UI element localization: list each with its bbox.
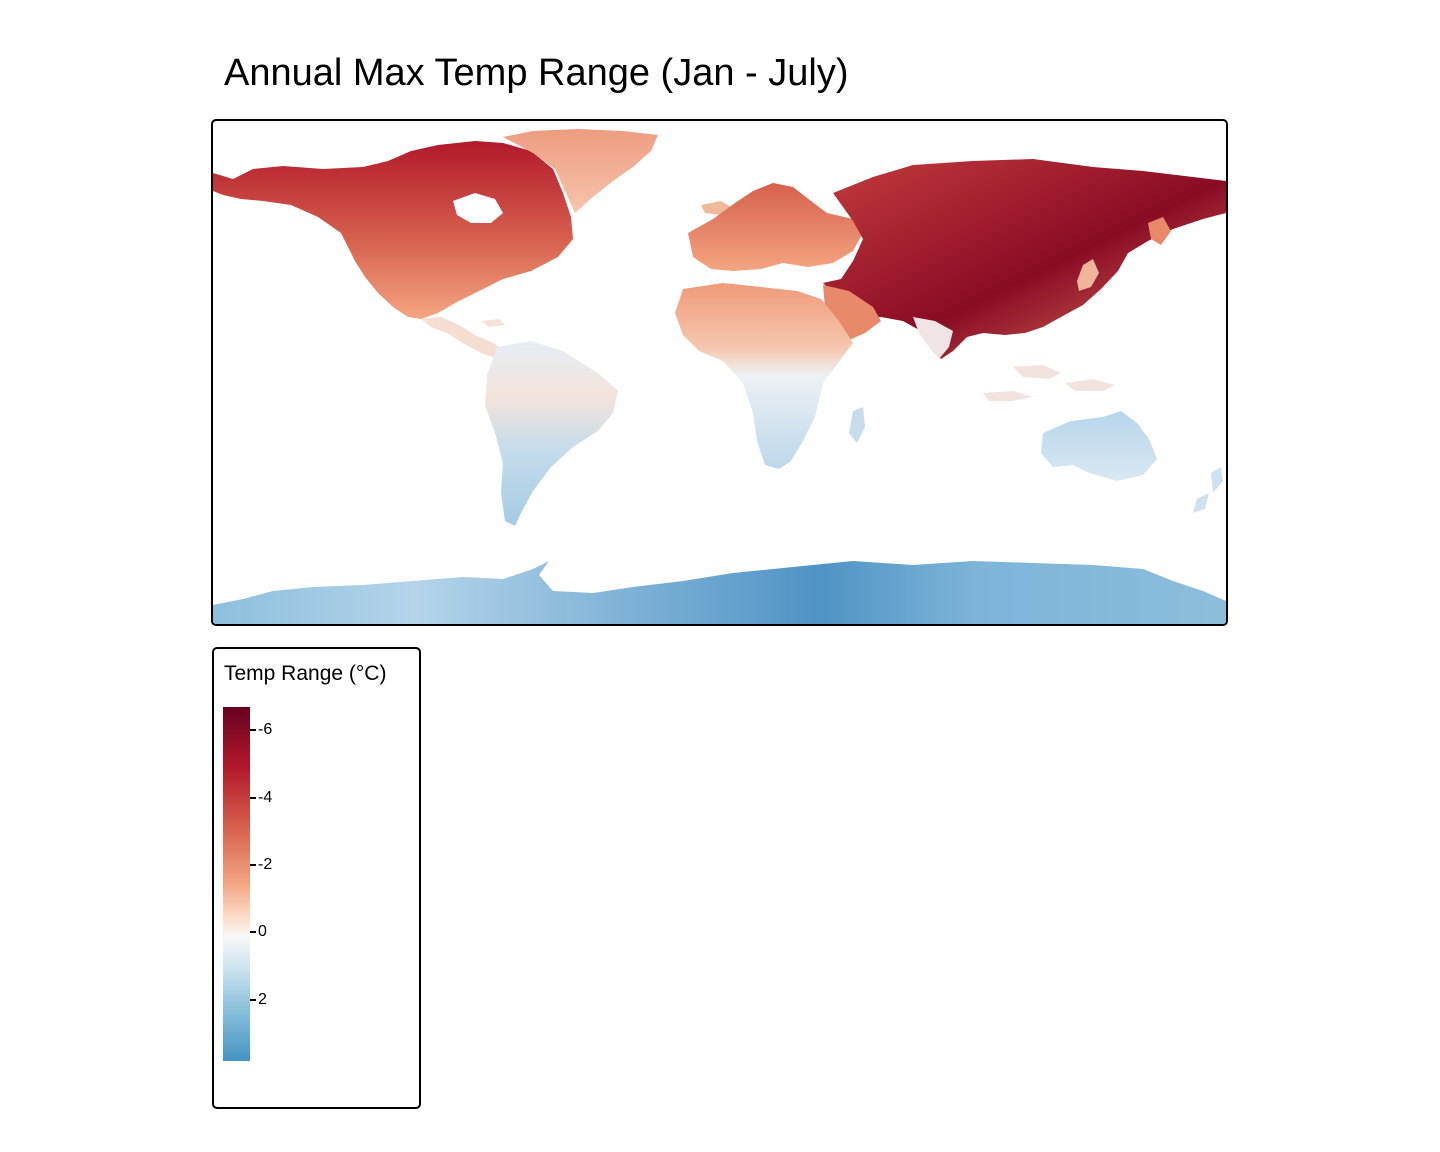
world-map xyxy=(213,129,1226,624)
landmass-south-america xyxy=(485,341,618,526)
landmass-japan xyxy=(1077,259,1099,291)
water-hudson-bay xyxy=(453,193,503,223)
legend-tick-mark xyxy=(250,931,256,933)
landmass-antarctica xyxy=(213,561,1226,624)
landmass-new-zealand xyxy=(1193,467,1223,513)
legend-tick-mark xyxy=(250,729,256,731)
landmass-australia xyxy=(1041,411,1157,481)
legend-tick-label: -6 xyxy=(258,721,273,738)
legend-panel: Temp Range (°C) -6 -4 -2 0 2 xyxy=(212,647,421,1109)
landmass-central-america xyxy=(421,317,509,359)
landmass-north-america xyxy=(213,141,573,319)
legend-colorbar xyxy=(223,707,250,1061)
legend-tick-mark xyxy=(250,999,256,1001)
landmass-asia xyxy=(823,159,1226,359)
landmass-greenland xyxy=(503,129,658,213)
water-mediterranean xyxy=(728,271,841,287)
map-title: Annual Max Temp Range (Jan - July) xyxy=(224,52,849,94)
legend-tick-label: -4 xyxy=(258,789,273,806)
map-panel xyxy=(211,119,1228,626)
legend-tick-mark xyxy=(250,864,256,866)
landmass-kamchatka xyxy=(1148,217,1171,245)
legend-tick-mark xyxy=(250,797,256,799)
legend-tick-label: 2 xyxy=(258,991,267,1008)
landmass-india xyxy=(913,317,953,359)
landmass-europe xyxy=(688,183,863,271)
landmass-caribbean xyxy=(481,319,505,327)
legend-tick-label: 0 xyxy=(258,923,267,940)
landmass-indonesia xyxy=(983,365,1115,401)
landmass-africa xyxy=(675,283,853,469)
legend-title: Temp Range (°C) xyxy=(224,662,387,685)
legend-tick-label: -2 xyxy=(258,856,273,873)
landmass-madagascar xyxy=(849,407,865,443)
